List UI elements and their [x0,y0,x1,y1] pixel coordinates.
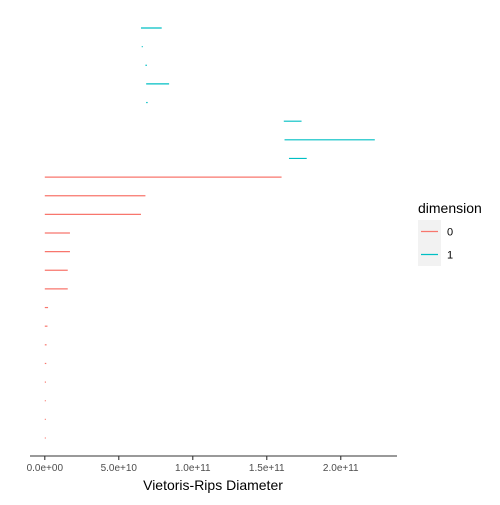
x-tick-label: 1.0e+11 [175,463,211,474]
x-tick-label: 5.0e+10 [101,463,138,474]
legend-label-dim-1: 1 [447,250,453,262]
legend-label-dim-0: 0 [447,227,453,239]
x-tick-label: 2.0e+11 [323,463,359,474]
x-axis-ticks: 0.0e+00 5.0e+10 1.0e+11 1.5e+11 2.0e+11 [27,456,359,474]
x-axis-title: Vietoris-Rips Diameter [143,477,283,493]
legend: dimension 01 [418,200,482,266]
legend-entries: 01 [418,220,453,266]
bars-layer [44,27,375,439]
x-tick-label: 0.0e+00 [27,463,64,474]
legend-title: dimension [418,200,482,216]
x-tick-label: 1.5e+11 [249,463,285,474]
